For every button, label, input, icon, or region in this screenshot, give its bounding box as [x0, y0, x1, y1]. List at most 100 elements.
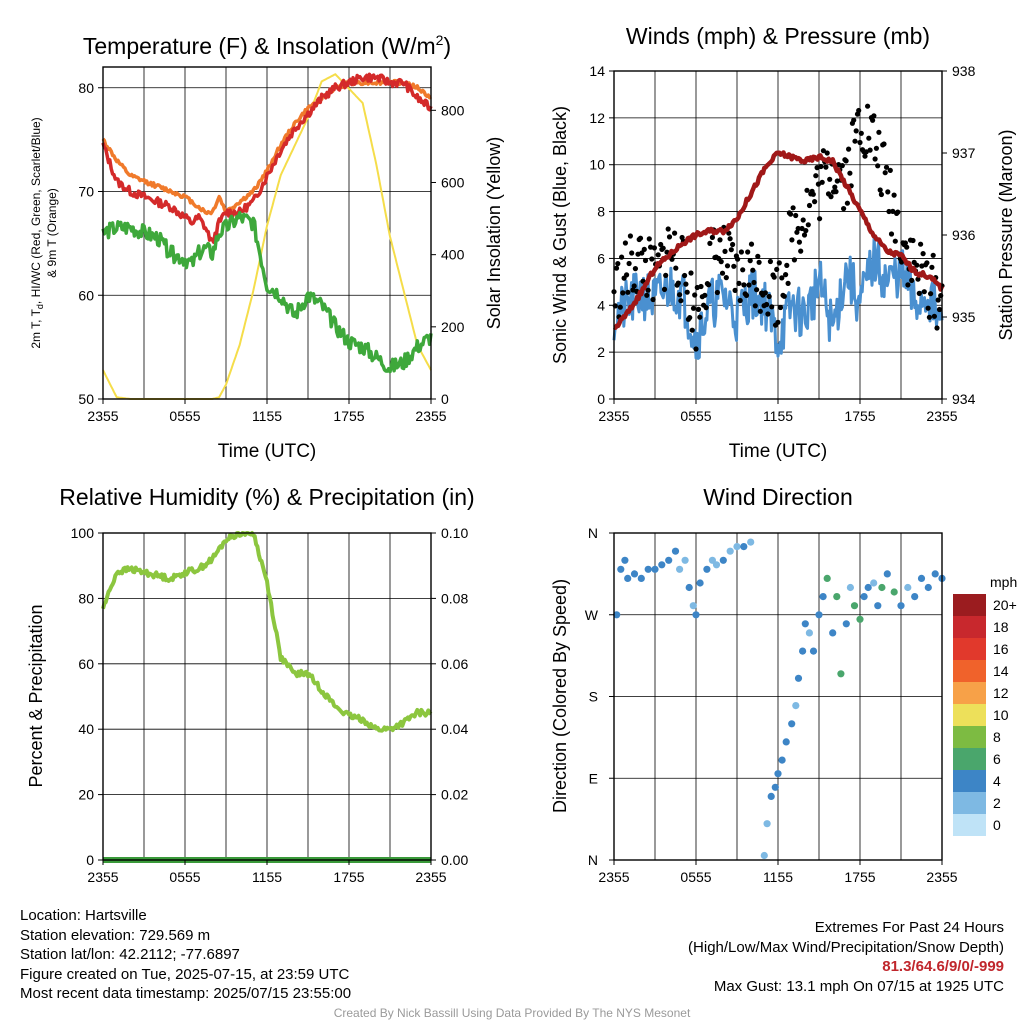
gust-point	[828, 194, 834, 200]
gust-point	[925, 305, 931, 311]
x-tick-label: 1755	[333, 869, 364, 885]
y-tick-label-right: 400	[441, 247, 465, 263]
direction-point	[763, 820, 771, 828]
gust-point	[844, 200, 851, 206]
gust-point	[762, 290, 769, 296]
y-tick-label: 4	[597, 297, 605, 313]
gust-point	[931, 313, 938, 319]
y-tick-label: 0	[86, 852, 94, 868]
gust-point	[765, 311, 771, 317]
x-tick-label: 2355	[415, 869, 446, 885]
y-tick-label: 20	[78, 787, 94, 803]
gust-point	[620, 290, 626, 296]
gust-point	[867, 147, 873, 153]
gust-point	[891, 192, 897, 198]
gust-point	[885, 189, 891, 195]
gust-point	[803, 228, 809, 234]
y-tick-label-right: 0	[441, 391, 449, 407]
location-text: Location: Hartsville	[20, 907, 147, 924]
gust-point	[663, 272, 669, 278]
colorbar-title: mph	[990, 574, 1017, 590]
gust-point	[641, 246, 647, 252]
gust-point	[799, 225, 805, 232]
y-tick-label: 6	[597, 250, 605, 266]
gust-point	[796, 239, 803, 245]
series-line-2m-t	[101, 72, 433, 244]
gust-point	[872, 156, 878, 162]
colorbar-swatch	[953, 748, 986, 770]
direction-point	[799, 647, 807, 655]
y-tick-label-right: 200	[441, 319, 465, 335]
y-tick-label-right: 0.00	[441, 852, 468, 868]
gust-point	[784, 262, 790, 268]
colorbar-label: 14	[993, 663, 1009, 679]
gust-point	[632, 266, 639, 272]
direction-point	[767, 792, 775, 801]
direction-point	[924, 583, 932, 592]
gust-point	[791, 257, 798, 263]
gust-point	[736, 280, 742, 286]
gust-point	[672, 230, 678, 236]
gust-point	[771, 274, 777, 280]
direction-point	[792, 702, 800, 710]
direction-point	[733, 543, 741, 551]
series-line-td	[101, 211, 433, 374]
gust-point	[660, 245, 666, 251]
gust-point	[824, 150, 830, 156]
gust-point	[876, 129, 882, 135]
gust-point	[783, 272, 789, 278]
gust-point	[914, 262, 920, 268]
gust-point	[813, 173, 819, 179]
gust-point	[883, 164, 890, 170]
gust-point	[805, 222, 811, 228]
direction-point	[692, 611, 700, 619]
y-tick-label: 10	[589, 157, 605, 173]
y-tick-label-right: 0.08	[441, 590, 468, 606]
gust-point	[675, 280, 681, 286]
gust-point	[740, 267, 746, 273]
winds-y-label-left: Sonic Wind & Gust (Blue, Black)	[550, 106, 570, 364]
y-tick-label: E	[589, 770, 598, 786]
gust-point	[823, 164, 829, 170]
colorbar-swatch	[953, 682, 986, 704]
gust-point	[886, 208, 892, 215]
gust-point	[646, 236, 652, 242]
gust-point	[832, 184, 838, 190]
direction-point	[676, 565, 684, 573]
gust-point	[827, 176, 833, 182]
gust-point	[746, 282, 752, 288]
wind-direction-panel: Wind Direction 2355 0555 1155 1755 2355NESWN…	[550, 484, 1017, 885]
direction-point	[630, 570, 639, 578]
humidity-panel: Relative Humidity (%) & Precipitation (i…	[26, 484, 475, 885]
colorbar-label: 20+	[993, 597, 1017, 613]
gust-point	[882, 170, 888, 176]
colorbar-label: 6	[993, 751, 1001, 767]
x-tick-label: 2355	[926, 869, 957, 885]
gust-point	[728, 247, 734, 253]
gust-point	[857, 139, 863, 146]
x-tick-label: 1155	[252, 869, 282, 885]
gust-point	[644, 292, 650, 298]
direction-point	[917, 574, 926, 583]
y-tick-label-right: 937	[952, 145, 976, 161]
direction-point	[637, 574, 645, 583]
colorbar-label: 8	[993, 729, 1001, 745]
x-tick-label: 1155	[252, 408, 282, 424]
colorbar-swatch	[953, 638, 986, 660]
gust-point	[788, 211, 794, 217]
gust-point	[888, 231, 895, 237]
series-line-rh	[101, 531, 433, 733]
y-tick-label: 50	[78, 391, 94, 407]
gust-point	[649, 256, 655, 262]
gust-point	[924, 260, 930, 266]
max-gust-text: Max Gust: 13.1 mph On 07/15 at 1925 UTC	[713, 977, 1004, 995]
extremes-info: Extremes For Past 24 Hours (High/Low/Max…	[688, 918, 1004, 996]
direction-point	[819, 593, 827, 601]
gust-point	[627, 233, 634, 239]
gust-point	[622, 240, 629, 246]
direction-point	[842, 620, 850, 628]
gust-point	[745, 249, 751, 255]
gust-point	[843, 158, 849, 164]
wind-direction-title: Wind Direction	[703, 484, 853, 510]
